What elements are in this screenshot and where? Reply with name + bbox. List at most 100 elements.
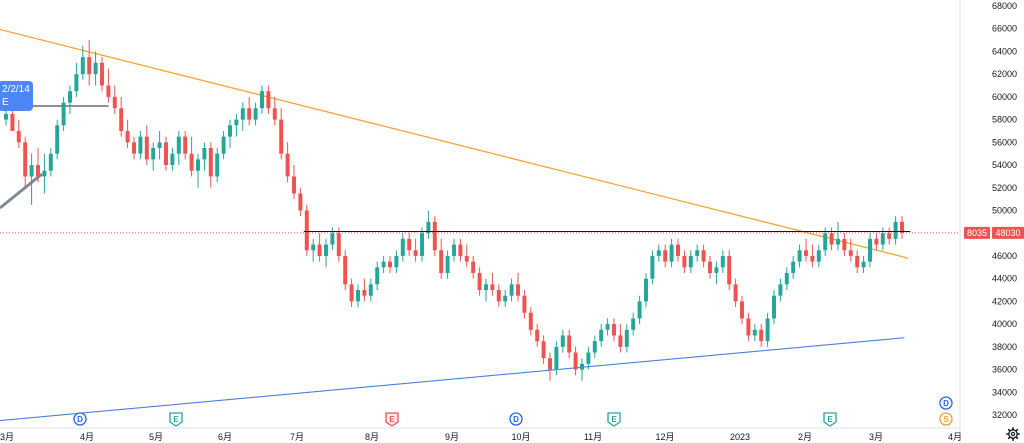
event-marker-E[interactable]: E: [607, 412, 621, 427]
candle[interactable]: [164, 136, 168, 171]
event-marker-E[interactable]: E: [169, 412, 183, 427]
candle[interactable]: [637, 295, 642, 325]
candle[interactable]: [644, 272, 648, 308]
candle[interactable]: [413, 238, 418, 262]
candle[interactable]: [496, 284, 501, 308]
candle[interactable]: [151, 142, 156, 171]
event-marker-S[interactable]: S: [939, 412, 953, 426]
candle[interactable]: [61, 96, 66, 131]
candle[interactable]: [426, 210, 431, 239]
candle[interactable]: [112, 85, 117, 114]
candle[interactable]: [4, 108, 8, 126]
candle[interactable]: [624, 324, 629, 353]
candle[interactable]: [695, 244, 700, 262]
candle[interactable]: [189, 136, 194, 177]
candle[interactable]: [202, 142, 207, 171]
candle[interactable]: [733, 278, 738, 308]
event-marker-D[interactable]: D: [509, 412, 523, 426]
candle[interactable]: [836, 221, 840, 251]
candle[interactable]: [292, 165, 296, 200]
event-markers[interactable]: D E E D E EDS: [73, 396, 953, 427]
candle[interactable]: [29, 153, 34, 205]
candle[interactable]: [125, 119, 130, 149]
candle[interactable]: [394, 250, 399, 273]
candle-series[interactable]: [4, 40, 904, 381]
candle[interactable]: [528, 307, 533, 336]
candle[interactable]: [893, 216, 898, 245]
candle[interactable]: [221, 130, 226, 160]
candle[interactable]: [848, 238, 853, 262]
candle[interactable]: [842, 233, 847, 256]
candle[interactable]: [714, 261, 719, 285]
candle[interactable]: [144, 125, 149, 166]
candle[interactable]: [823, 227, 828, 256]
candle[interactable]: [804, 238, 808, 262]
candle[interactable]: [452, 238, 456, 262]
candle[interactable]: [138, 130, 143, 160]
candle[interactable]: [439, 238, 444, 279]
candle[interactable]: [554, 341, 559, 376]
candle[interactable]: [586, 346, 591, 370]
candle[interactable]: [688, 250, 693, 273]
candle[interactable]: [887, 227, 892, 245]
candle[interactable]: [516, 272, 520, 302]
candle[interactable]: [388, 255, 392, 273]
candle[interactable]: [445, 250, 450, 279]
candle[interactable]: [522, 290, 527, 319]
candle[interactable]: [727, 250, 732, 291]
candle[interactable]: [720, 250, 725, 273]
candle[interactable]: [612, 318, 616, 342]
candle[interactable]: [311, 238, 316, 262]
candle[interactable]: [336, 227, 341, 262]
candle[interactable]: [752, 324, 757, 342]
candle[interactable]: [400, 233, 405, 262]
candle[interactable]: [471, 255, 476, 279]
candle[interactable]: [759, 324, 764, 347]
candle[interactable]: [567, 329, 572, 359]
gear-icon[interactable]: [1006, 427, 1020, 441]
candle[interactable]: [797, 244, 802, 268]
candle[interactable]: [541, 335, 546, 364]
candle[interactable]: [484, 278, 488, 302]
candle[interactable]: [215, 148, 220, 183]
candle[interactable]: [490, 272, 495, 296]
candle[interactable]: [503, 290, 508, 308]
candle[interactable]: [272, 96, 277, 126]
candle[interactable]: [816, 244, 821, 268]
candle[interactable]: [708, 255, 712, 279]
candle[interactable]: [260, 85, 264, 114]
candle[interactable]: [810, 244, 815, 268]
candle[interactable]: [16, 119, 21, 149]
candle[interactable]: [580, 358, 584, 381]
candle[interactable]: [375, 261, 380, 291]
candle[interactable]: [176, 130, 181, 166]
event-marker-E[interactable]: E: [385, 412, 399, 427]
candle[interactable]: [80, 45, 85, 80]
candle[interactable]: [477, 267, 482, 296]
candle[interactable]: [432, 216, 437, 256]
candle[interactable]: [784, 267, 789, 291]
candle[interactable]: [356, 284, 360, 308]
candle[interactable]: [253, 102, 258, 126]
candle[interactable]: [240, 102, 245, 131]
candle[interactable]: [740, 295, 744, 325]
event-marker-E[interactable]: E: [823, 412, 837, 427]
candle[interactable]: [349, 278, 354, 308]
candle[interactable]: [234, 113, 239, 137]
candle[interactable]: [74, 62, 79, 97]
candle[interactable]: [765, 312, 770, 347]
candle[interactable]: [592, 335, 597, 359]
candle[interactable]: [509, 278, 514, 302]
candle[interactable]: [650, 250, 655, 285]
candle[interactable]: [42, 153, 47, 194]
candle[interactable]: [157, 130, 162, 160]
candle[interactable]: [535, 324, 540, 347]
candle[interactable]: [183, 130, 188, 160]
candle[interactable]: [605, 318, 610, 336]
candle[interactable]: [900, 216, 904, 239]
candle[interactable]: [279, 108, 284, 160]
candle[interactable]: [791, 255, 796, 279]
candle[interactable]: [343, 250, 348, 291]
candle[interactable]: [772, 290, 776, 325]
